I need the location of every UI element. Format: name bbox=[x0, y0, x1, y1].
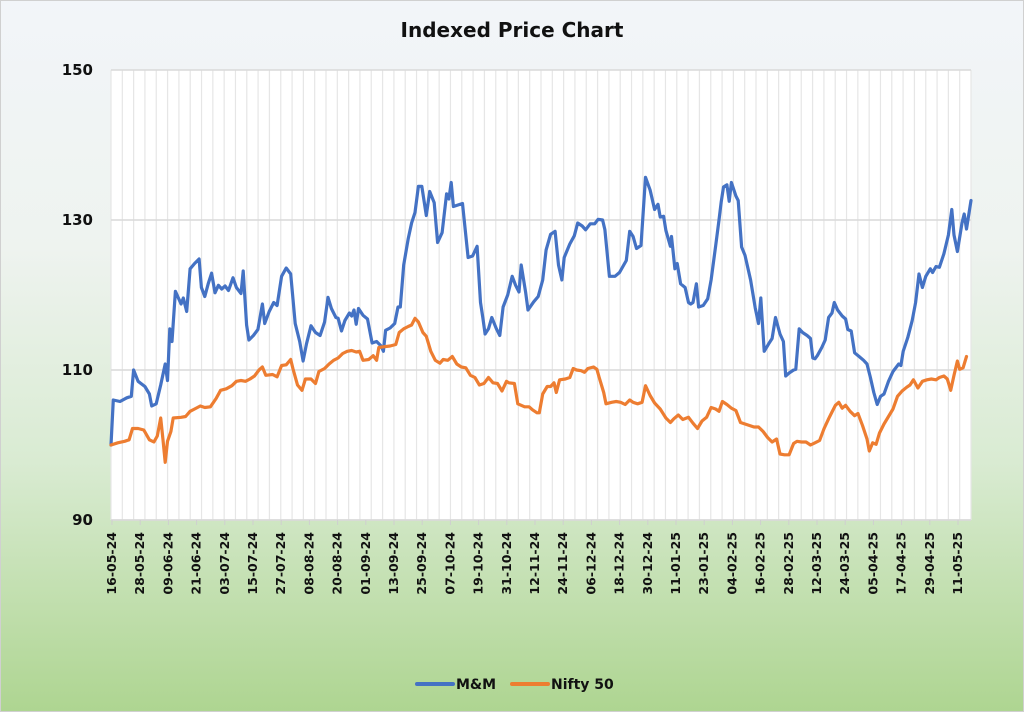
x-tick-label: 06-12-24 bbox=[583, 532, 598, 595]
x-tick-label: 25-09-24 bbox=[414, 532, 429, 595]
x-tick-label: 24-11-24 bbox=[555, 532, 570, 595]
y-tick-label: 150 bbox=[62, 61, 93, 79]
x-tick-label: 15-07-24 bbox=[245, 532, 260, 595]
series-points-nifty50 bbox=[110, 318, 967, 463]
x-tick-label: 27-07-24 bbox=[273, 532, 288, 595]
x-tick-label: 24-03-25 bbox=[837, 532, 852, 595]
grid bbox=[110, 69, 972, 521]
x-tick-label: 28-02-25 bbox=[781, 532, 796, 595]
x-tick-label: 19-10-24 bbox=[471, 532, 486, 595]
x-tick-label: 29-04-25 bbox=[922, 532, 937, 595]
y-tick-label: 90 bbox=[72, 511, 93, 529]
x-tick-label: 23-01-25 bbox=[696, 532, 711, 595]
legend[interactable]: M&M Nifty 50 bbox=[415, 677, 614, 693]
legend-item-nifty50[interactable]: Nifty 50 bbox=[510, 677, 614, 693]
x-tick-label: 04-02-25 bbox=[724, 532, 739, 595]
x-tick-label: 07-10-24 bbox=[442, 532, 457, 595]
x-tick-label: 11-01-25 bbox=[668, 532, 683, 595]
y-tick-label: 130 bbox=[62, 211, 93, 229]
y-tick-label: 110 bbox=[62, 361, 93, 379]
x-tick-label: 16-05-24 bbox=[104, 532, 119, 595]
x-tick-label: 21-06-24 bbox=[189, 532, 204, 595]
x-tick-label: 01-09-24 bbox=[358, 532, 373, 595]
chart-title: Indexed Price Chart bbox=[400, 18, 624, 42]
x-tick-label: 31-10-24 bbox=[499, 532, 514, 595]
x-tick-label: 12-03-25 bbox=[809, 532, 824, 595]
x-tick-label: 08-08-24 bbox=[301, 532, 316, 595]
series-lines bbox=[109, 175, 973, 464]
series-points-mm bbox=[110, 177, 972, 446]
x-tick-label: 18-12-24 bbox=[612, 532, 627, 595]
x-tick-label: 05-04-25 bbox=[865, 532, 880, 595]
x-tick-label: 17-04-25 bbox=[894, 532, 909, 595]
x-axis: 16-05-24 28-05-24 09-06-24 21-06-24 03-07-24… bbox=[104, 519, 971, 595]
x-tick-label: 13-09-24 bbox=[386, 532, 401, 595]
y-axis: 90 110 130 150 bbox=[62, 61, 93, 529]
legend-label: Nifty 50 bbox=[551, 677, 614, 693]
x-tick-label: 30-12-24 bbox=[640, 532, 655, 595]
x-tick-label: 16-02-25 bbox=[753, 532, 768, 595]
legend-item-mm[interactable]: M&M bbox=[415, 677, 496, 693]
x-tick-label: 20-08-24 bbox=[330, 532, 345, 595]
x-tick-label: 03-07-24 bbox=[217, 532, 232, 595]
x-tick-label: 09-06-24 bbox=[160, 532, 175, 595]
x-tick-label: 12-11-24 bbox=[527, 532, 542, 595]
x-tick-label: 28-05-24 bbox=[132, 532, 147, 595]
x-tick-label: 11-05-25 bbox=[950, 532, 965, 595]
series-line-nifty50 bbox=[109, 316, 969, 464]
legend-label: M&M bbox=[456, 677, 496, 693]
